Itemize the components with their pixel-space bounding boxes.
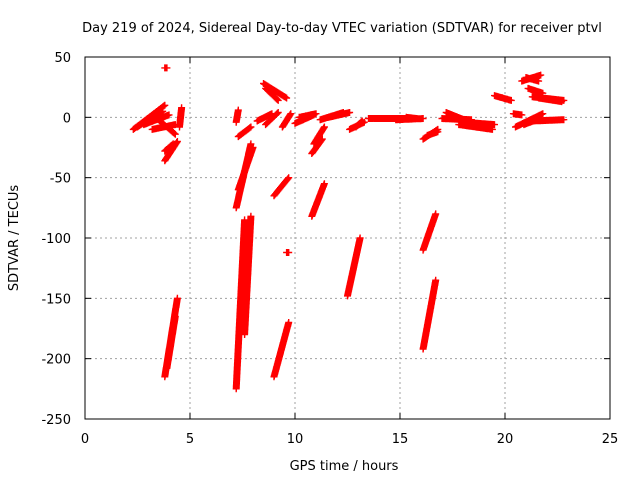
y-tick-label: -100 [41, 232, 71, 247]
data-point-arc [295, 110, 320, 121]
y-tick-label: -200 [41, 353, 71, 368]
data-point-arc [524, 84, 547, 97]
data-point-arc [419, 276, 440, 353]
data-point-arc [491, 92, 515, 104]
data-point-arc [419, 210, 440, 254]
data-point-arc [310, 123, 328, 148]
data-point-arc [402, 113, 421, 122]
chart-title: Day 219 of 2024, Sidereal Day-to-day VTE… [82, 21, 602, 36]
data-point-arc [155, 116, 179, 138]
data-point-arc [283, 249, 293, 256]
data-point-arc [144, 107, 167, 126]
y-tick-label: -250 [41, 413, 71, 428]
data-point-arc [344, 234, 364, 300]
y-tick-label: -50 [50, 172, 71, 187]
data-point-arc [176, 104, 186, 131]
data-point-arc [535, 94, 566, 106]
data-point-arc [528, 116, 568, 125]
data-point-arc [352, 117, 366, 131]
data-point-arc [232, 216, 249, 393]
x-tick-label: 25 [602, 432, 619, 447]
y-tick-label: 0 [63, 111, 71, 126]
x-tick-label: 5 [186, 432, 194, 447]
data-point-arc [262, 109, 282, 129]
data-point-arc [163, 312, 179, 372]
x-tick-label: 15 [392, 432, 409, 447]
y-tick-label: 50 [54, 51, 71, 66]
data-point-arc [234, 144, 257, 194]
x-tick-label: 10 [287, 432, 304, 447]
data-points [129, 64, 568, 393]
data-point-arc [278, 110, 295, 131]
data-point-arc [161, 140, 177, 155]
data-point-arc [270, 174, 293, 200]
data-point-arc [325, 109, 354, 121]
y-axis-label: SDTVAR / TECUs [7, 185, 22, 292]
data-point-arc [161, 64, 171, 72]
data-point-arc [442, 109, 471, 125]
data-point-arc [234, 123, 255, 141]
data-point-arc [308, 135, 326, 157]
x-tick-label: 0 [81, 432, 89, 447]
data-point-arc [270, 319, 293, 381]
data-point-arc [241, 212, 255, 338]
x-tick-label: 20 [497, 432, 514, 447]
data-point-arc [253, 110, 276, 125]
x-axis-label: GPS time / hours [290, 459, 399, 474]
ticks: 0 5 10 15 20 25 50 0 -50 -100 -150 -200 -250 [41, 51, 618, 447]
data-point-arc [509, 110, 526, 119]
data-point-arc [308, 180, 328, 220]
data-point-arc [522, 74, 543, 85]
data-point-arc [262, 84, 282, 104]
data-point-arc [423, 128, 442, 139]
y-tick-label: -150 [41, 292, 71, 307]
data-point-arc [232, 106, 242, 126]
